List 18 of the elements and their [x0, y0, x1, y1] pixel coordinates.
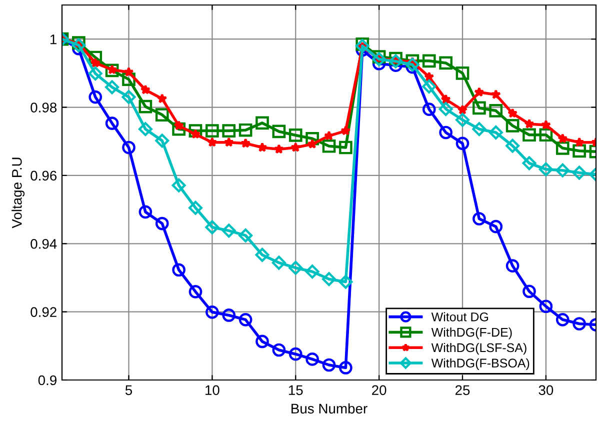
- x-axis-title: Bus Number: [292, 403, 368, 414]
- x-tick-label: 15: [288, 385, 303, 396]
- legend-label: Witout DG: [431, 312, 488, 322]
- y-tick-label: 1: [50, 34, 56, 44]
- x-tick-label: 10: [206, 385, 220, 396]
- legend-label: WithDG(F-BSOA): [431, 358, 530, 370]
- legend-label: WithDG(LSF-SA): [431, 342, 526, 355]
- y-tick-label: 0.98: [30, 102, 57, 112]
- y-tick-label: 0.96: [30, 170, 57, 181]
- x-tick-label: 20: [372, 385, 386, 396]
- y-tick-label: 0.94: [30, 238, 57, 249]
- x-tick-label: 5: [125, 385, 132, 396]
- x-tick-label: 25: [455, 385, 470, 396]
- legend-label: WithDG(F-DE): [431, 328, 512, 340]
- y-tick-label: 0.9: [38, 375, 56, 386]
- y-axis-title: Voltage P.U: [12, 158, 25, 228]
- x-tick-label: 30: [538, 385, 554, 396]
- y-tick-label: 0.92: [30, 307, 56, 317]
